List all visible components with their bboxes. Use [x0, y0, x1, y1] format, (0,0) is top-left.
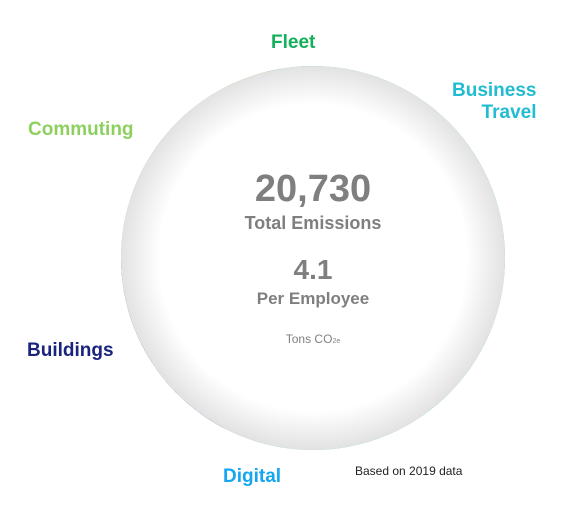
footnote: Based on 2019 data: [355, 464, 463, 478]
unit-text: Tons CO: [285, 332, 333, 346]
unit-subscript: 2e: [332, 338, 341, 345]
donut-hole: [121, 66, 505, 450]
total-emissions-label: Total Emissions: [244, 213, 382, 233]
segment-label-commuting: Commuting: [28, 119, 134, 140]
unit-label: Tons CO2e: [180, 331, 446, 350]
per-employee-value: 4.1: [293, 254, 333, 285]
segment-label-digital: Digital: [223, 466, 282, 487]
total-emissions-value: 20,730: [254, 168, 372, 210]
segment-label-fleet: Fleet: [271, 32, 316, 53]
segment-label-business-travel: Business Travel: [452, 80, 537, 123]
per-employee-label: Per Employee: [256, 289, 370, 308]
segment-label-buildings: Buildings: [27, 340, 114, 361]
